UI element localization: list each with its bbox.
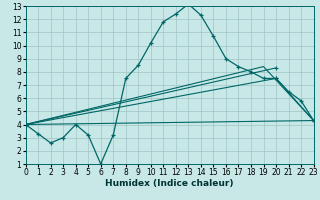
X-axis label: Humidex (Indice chaleur): Humidex (Indice chaleur) bbox=[105, 179, 234, 188]
